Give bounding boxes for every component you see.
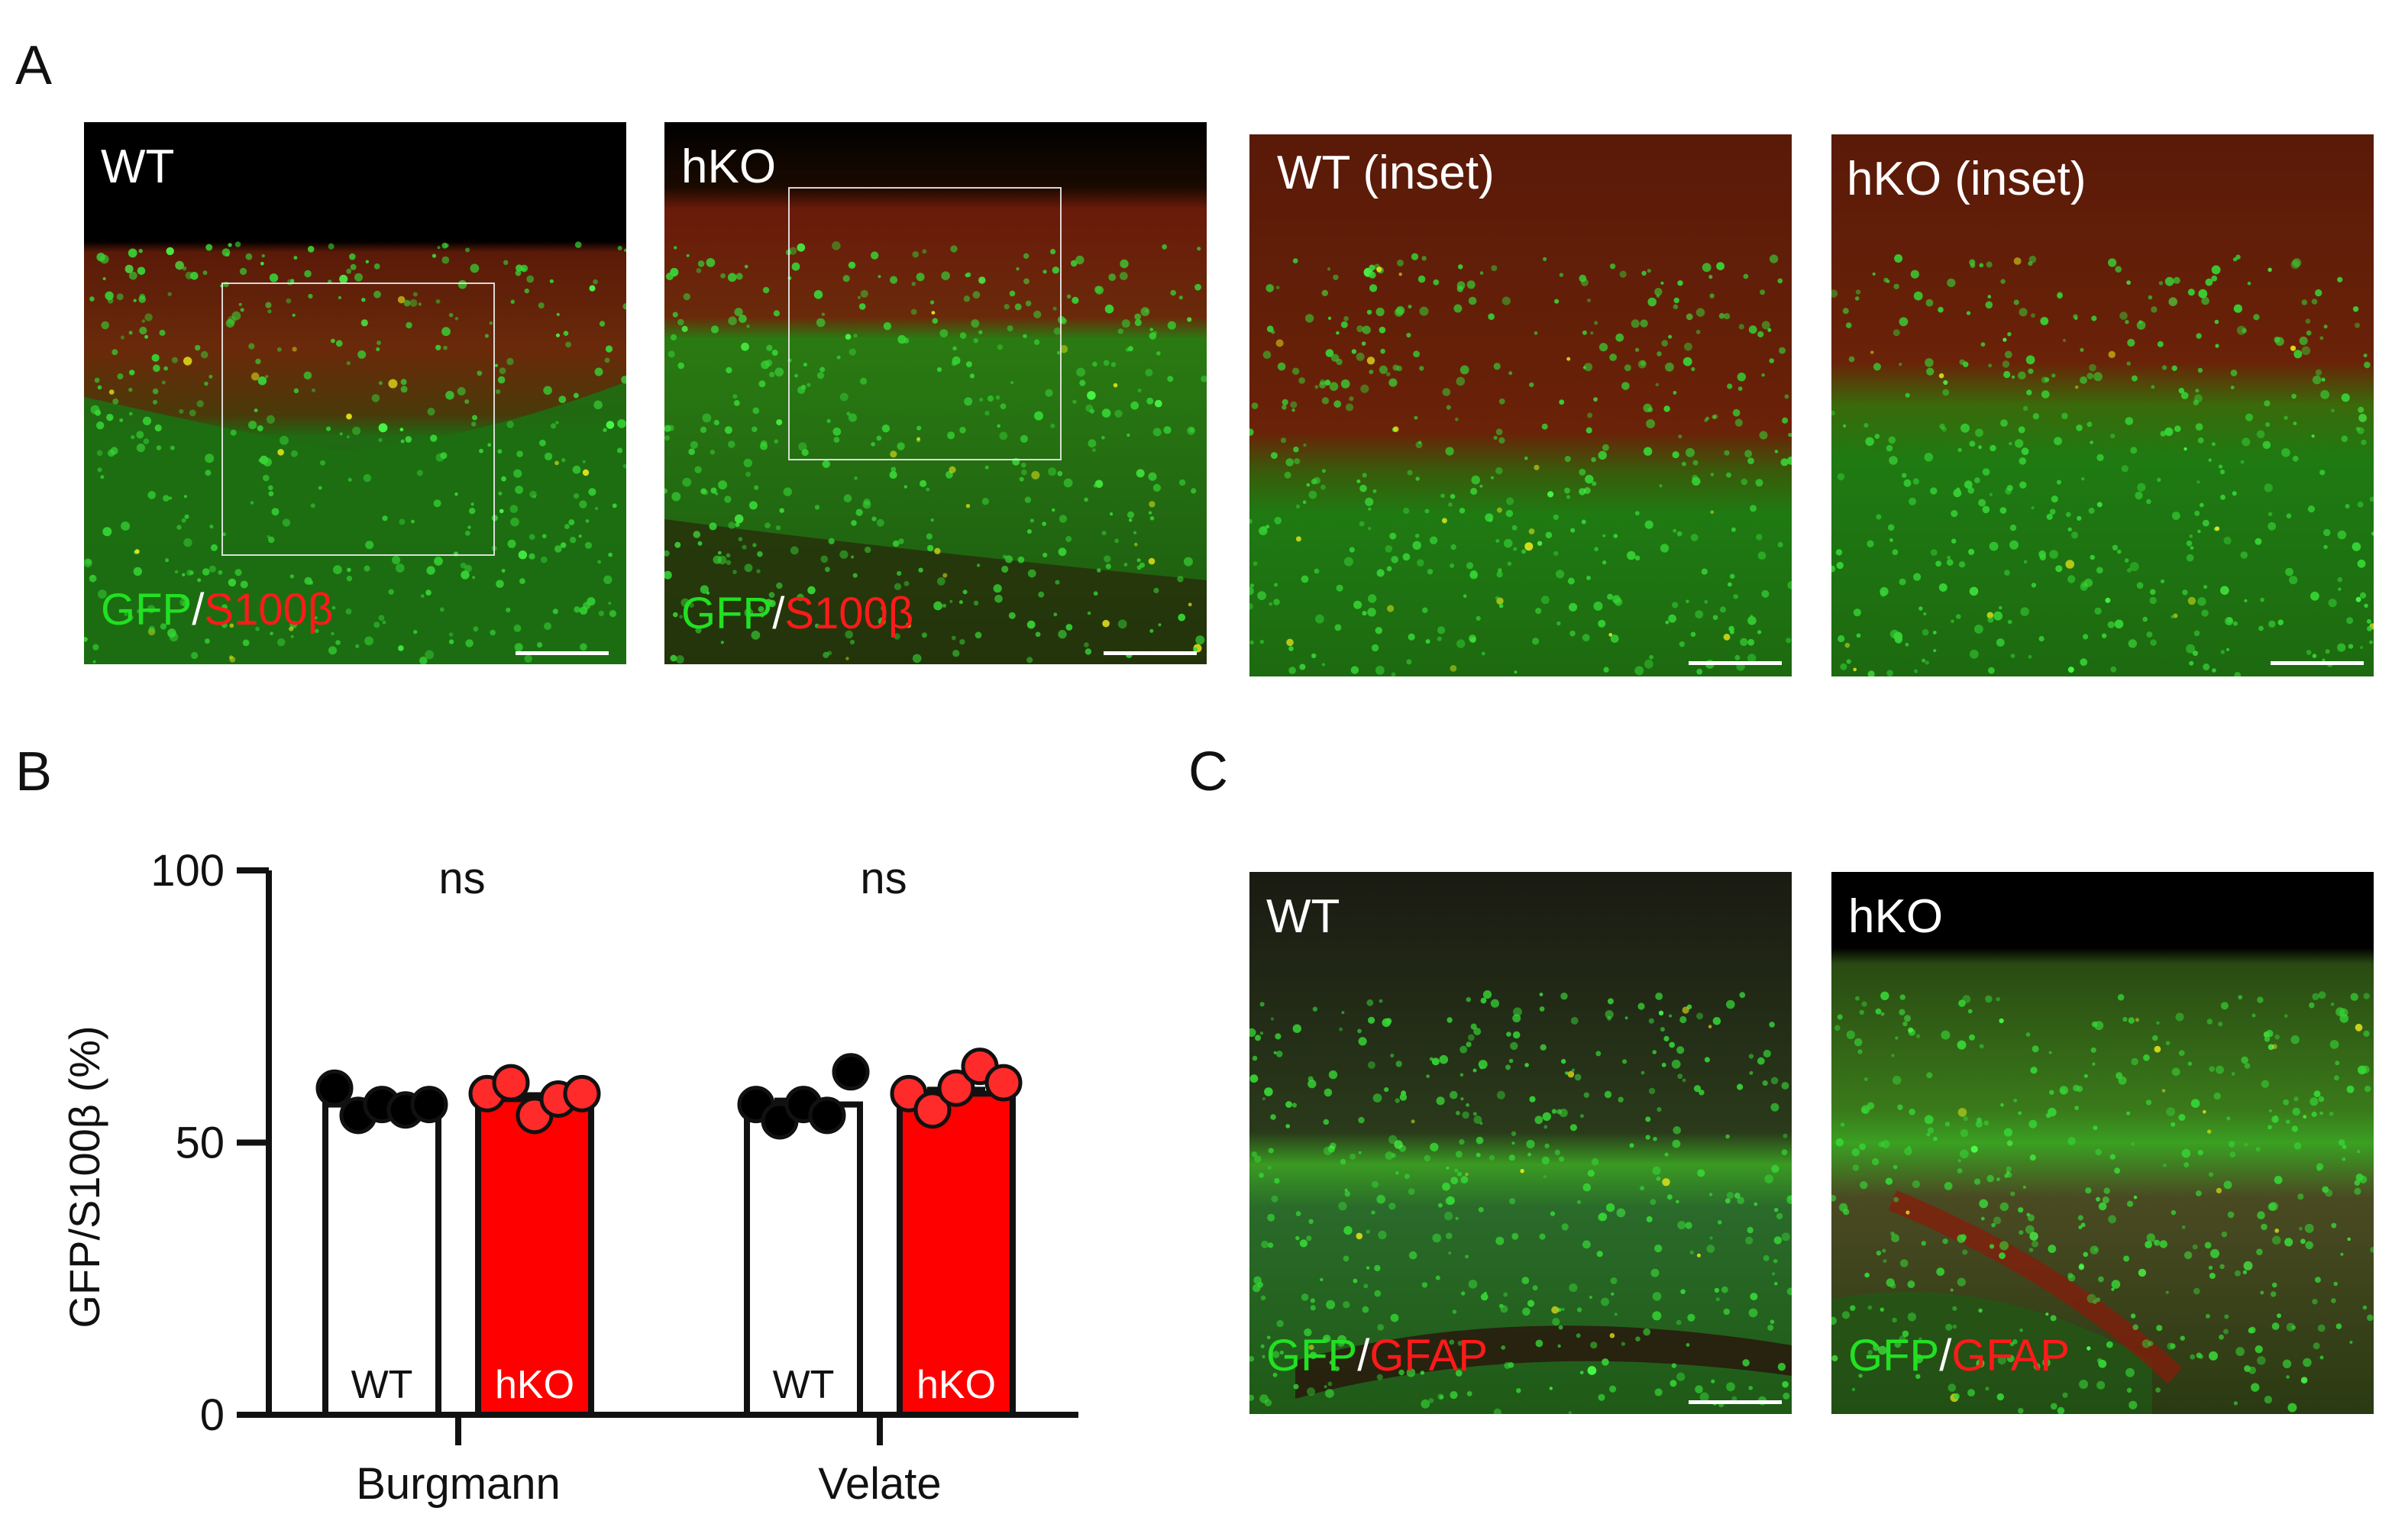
nuclei-texture: [1831, 991, 2374, 1414]
significance-label: ns: [438, 854, 485, 903]
bar: [744, 1101, 863, 1418]
data-point: [937, 1069, 975, 1107]
micrograph-a-hko: hKO GFP/S100β: [664, 122, 1207, 664]
panel-letter-a: A: [15, 35, 53, 96]
data-point: [410, 1086, 448, 1124]
stain-red: GFAP: [1951, 1331, 2070, 1380]
bar: [897, 1090, 1016, 1418]
y-tick-label: 50: [175, 1119, 225, 1168]
nuclei-texture: [664, 241, 1207, 664]
bar-chart: 0 50 100 GFP/S100β (%) Burgmann ns WT hKO Velate…: [60, 846, 1078, 1509]
stain-label: GFP/S100β: [101, 588, 333, 632]
stain-green: GFP: [1848, 1331, 1940, 1380]
category-label: Velate: [818, 1459, 941, 1509]
category-label: Burgmann: [356, 1459, 561, 1509]
micrograph-a-wt-inset: WT (inset): [1249, 134, 1792, 676]
scale-bar: [516, 651, 609, 655]
image-label: hKO: [1848, 890, 1944, 943]
data-point: [832, 1053, 870, 1091]
bar: [322, 1101, 441, 1418]
scale-bar: [1689, 1400, 1782, 1404]
bar-series-label: WT: [351, 1363, 413, 1407]
y-tick-label: 100: [150, 846, 225, 896]
data-point: [563, 1074, 601, 1112]
stain-separator: /: [1357, 1331, 1370, 1380]
scale-bar: [2271, 661, 2364, 665]
y-axis-title: GFP/S100β (%): [60, 1025, 108, 1328]
stain-label: GFP/GFAP: [1848, 1334, 2070, 1378]
micrograph-a-wt: WT GFP/S100β: [84, 122, 626, 664]
stain-label: GFP/GFAP: [1266, 1334, 1488, 1378]
bar-series-label: WT: [773, 1363, 835, 1407]
bar-series-label: hKO: [495, 1363, 574, 1407]
stain-label: GFP/S100β: [681, 592, 913, 636]
data-point: [492, 1064, 530, 1102]
bar-series-label: hKO: [916, 1363, 996, 1407]
panel-letter-c: C: [1188, 741, 1228, 802]
image-label: WT (inset): [1277, 147, 1495, 199]
scale-bar: [1104, 651, 1197, 655]
image-label: hKO: [681, 140, 777, 193]
nuclei-texture: [1249, 253, 1792, 676]
image-label: hKO (inset): [1847, 153, 2087, 205]
stain-green: GFP: [681, 589, 773, 638]
scale-bar: [1689, 661, 1782, 665]
inset-box: [788, 187, 1062, 460]
image-label: WT: [1266, 890, 1340, 943]
data-point: [984, 1064, 1023, 1102]
y-tick-label: 0: [200, 1390, 225, 1440]
nuclei-texture: [1249, 990, 1792, 1414]
data-point: [315, 1069, 354, 1107]
micrograph-a-hko-inset: hKO (inset): [1831, 134, 2374, 676]
stain-red: S100β: [204, 585, 334, 634]
nuclei-texture: [1831, 254, 2374, 676]
nuclei-texture: [84, 241, 626, 664]
stain-green: GFP: [101, 585, 192, 634]
data-point: [913, 1091, 952, 1129]
image-label: WT: [101, 140, 175, 193]
panel-letter-b: B: [15, 741, 53, 802]
stain-separator: /: [192, 585, 205, 634]
significance-label: ns: [860, 854, 907, 903]
stain-separator: /: [772, 589, 785, 638]
inset-box: [221, 282, 495, 556]
stain-red: S100β: [784, 589, 914, 638]
micrograph-c-hko: hKO GFP/GFAP: [1831, 872, 2374, 1414]
stain-green: GFP: [1266, 1331, 1358, 1380]
data-point: [808, 1096, 846, 1135]
stain-red: GFAP: [1369, 1331, 1489, 1380]
micrograph-c-wt: WT GFP/GFAP: [1249, 872, 1792, 1414]
stain-separator: /: [1939, 1331, 1952, 1380]
